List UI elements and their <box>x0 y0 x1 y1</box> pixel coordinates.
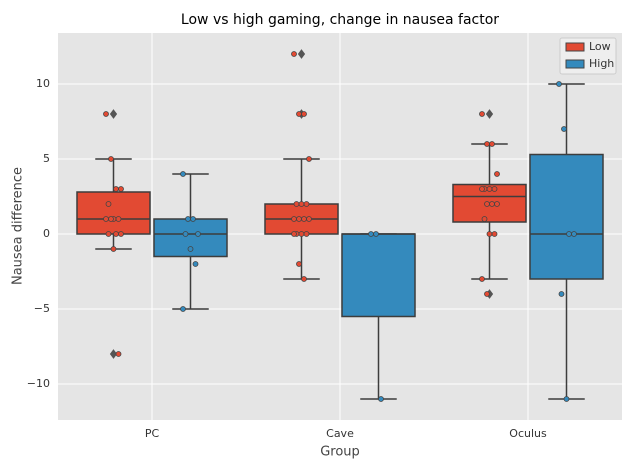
x-axis-label: Group <box>320 445 360 459</box>
strip-point <box>103 111 109 117</box>
strip-point <box>566 231 572 237</box>
strip-point <box>556 81 562 87</box>
strip-point <box>479 276 485 282</box>
y-tick-label: 5 <box>43 152 50 165</box>
strip-point <box>187 246 194 252</box>
strip-point <box>479 111 485 117</box>
strip-point <box>368 231 374 237</box>
box <box>529 153 604 280</box>
legend-label: High <box>589 57 614 70</box>
strip-point <box>481 216 488 222</box>
y-tick-label: −5 <box>34 302 50 315</box>
strip-point <box>563 396 570 402</box>
strip-point <box>484 201 490 207</box>
strip-point <box>489 201 495 207</box>
strip-point <box>301 111 307 117</box>
strip-point <box>378 396 384 402</box>
box <box>341 233 416 318</box>
strip-point <box>306 216 312 222</box>
strip-point <box>190 216 196 222</box>
strip-point <box>108 216 114 222</box>
strip-point <box>296 216 302 222</box>
strip-point <box>115 351 122 357</box>
outlier <box>485 109 494 119</box>
box <box>76 191 151 235</box>
outlier <box>109 349 118 359</box>
legend-swatch <box>565 59 585 69</box>
strip-point <box>113 186 119 192</box>
strip-point <box>479 186 485 192</box>
strip-point <box>103 216 109 222</box>
strip-point <box>291 216 297 222</box>
strip-point <box>491 231 498 237</box>
y-tick-label: 0 <box>43 227 50 240</box>
strip-point <box>494 201 500 207</box>
strip-point <box>291 51 297 57</box>
strip-point <box>558 291 565 297</box>
strip-point <box>192 261 199 267</box>
x-tick-label: PC <box>145 427 160 440</box>
x-tick-label: Oculus <box>509 427 547 440</box>
y-axis-label: Nausea difference <box>11 167 26 285</box>
strip-point <box>105 201 112 207</box>
strip-point <box>180 171 186 177</box>
strip-point <box>105 231 112 237</box>
strip-point <box>185 216 191 222</box>
strip-point <box>484 141 490 147</box>
outlier <box>109 109 118 119</box>
strip-point <box>298 231 305 237</box>
strip-point <box>118 231 124 237</box>
strip-point <box>108 156 114 162</box>
strip-point <box>298 201 305 207</box>
strip-point <box>296 111 302 117</box>
strip-point <box>571 231 577 237</box>
strip-point <box>182 231 189 237</box>
strip-point <box>291 231 297 237</box>
y-tick-label: 10 <box>36 77 50 90</box>
strip-point <box>180 306 186 312</box>
strip-point <box>303 231 310 237</box>
strip-point <box>115 216 122 222</box>
strip-point <box>306 156 312 162</box>
chart-title: Low vs high gaming, change in nausea fac… <box>181 12 499 28</box>
strip-point <box>301 216 307 222</box>
legend-label: Low <box>589 40 611 53</box>
strip-point <box>110 246 117 252</box>
y-tick-label: −10 <box>27 377 50 390</box>
strip-point <box>489 141 495 147</box>
strip-point <box>118 186 124 192</box>
x-tick-label: Cave <box>326 427 354 440</box>
strip-point <box>195 231 201 237</box>
strip-point <box>494 171 500 177</box>
outlier <box>297 49 306 59</box>
strip-point <box>113 231 119 237</box>
strip-point <box>293 201 300 207</box>
strip-point <box>486 186 493 192</box>
strip-point <box>486 231 493 237</box>
strip-point <box>296 261 302 267</box>
strip-point <box>303 201 310 207</box>
legend-swatch <box>565 42 585 52</box>
strip-point <box>373 231 379 237</box>
strip-point <box>301 276 307 282</box>
strip-point <box>561 126 567 132</box>
strip-point <box>491 186 498 192</box>
strip-point <box>484 291 490 297</box>
